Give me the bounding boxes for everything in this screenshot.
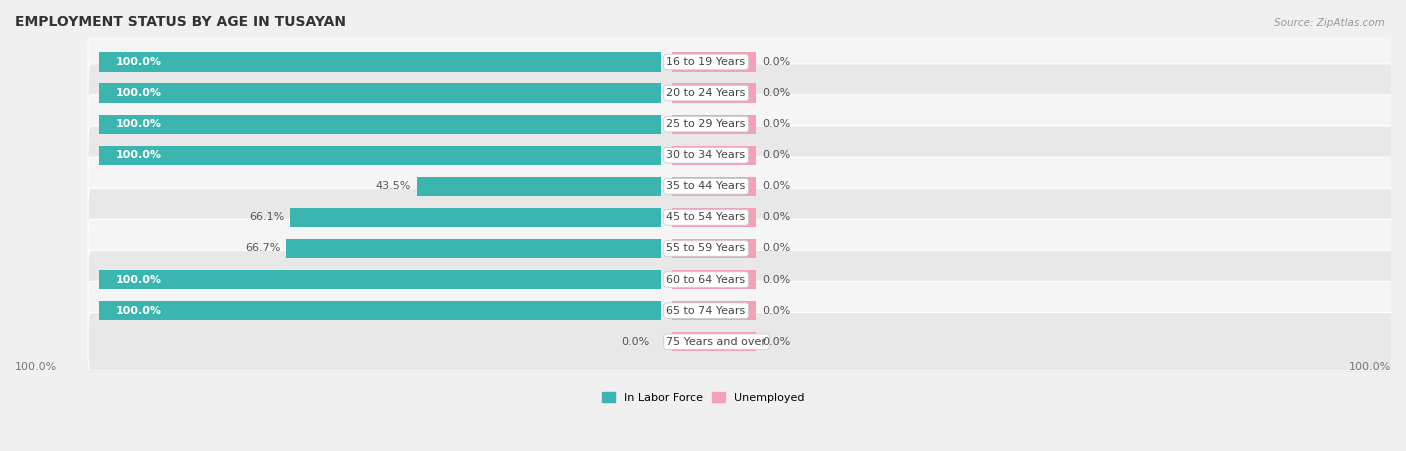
- Legend: In Labor Force, Unemployed: In Labor Force, Unemployed: [598, 388, 808, 408]
- Text: 45 to 54 Years: 45 to 54 Years: [666, 212, 745, 222]
- FancyBboxPatch shape: [89, 312, 1396, 372]
- Text: 0.0%: 0.0%: [762, 212, 790, 222]
- FancyBboxPatch shape: [89, 63, 1396, 123]
- Text: 0.0%: 0.0%: [762, 88, 790, 98]
- Bar: [100, 146, 661, 165]
- Bar: [287, 239, 661, 258]
- FancyBboxPatch shape: [89, 281, 1396, 340]
- Bar: [672, 270, 756, 289]
- Bar: [672, 146, 756, 165]
- Text: 75 Years and over: 75 Years and over: [666, 337, 766, 347]
- Bar: [672, 177, 756, 196]
- Bar: [416, 177, 661, 196]
- Text: Source: ZipAtlas.com: Source: ZipAtlas.com: [1274, 18, 1385, 28]
- Bar: [672, 332, 756, 351]
- Text: 65 to 74 Years: 65 to 74 Years: [666, 306, 745, 316]
- FancyBboxPatch shape: [89, 218, 1396, 279]
- Bar: [100, 270, 661, 289]
- FancyBboxPatch shape: [89, 188, 1396, 247]
- Text: 100.0%: 100.0%: [117, 275, 162, 285]
- Text: 100.0%: 100.0%: [117, 57, 162, 67]
- Bar: [672, 52, 756, 72]
- FancyBboxPatch shape: [89, 250, 1396, 309]
- Text: 35 to 44 Years: 35 to 44 Years: [666, 181, 745, 191]
- Text: 25 to 29 Years: 25 to 29 Years: [666, 119, 745, 129]
- Text: 0.0%: 0.0%: [762, 337, 790, 347]
- Text: 30 to 34 Years: 30 to 34 Years: [666, 150, 745, 160]
- FancyBboxPatch shape: [89, 125, 1396, 185]
- Text: 66.7%: 66.7%: [245, 244, 281, 253]
- Text: 0.0%: 0.0%: [762, 119, 790, 129]
- Text: 55 to 59 Years: 55 to 59 Years: [666, 244, 745, 253]
- Bar: [100, 301, 661, 320]
- Bar: [100, 52, 661, 72]
- FancyBboxPatch shape: [89, 219, 1396, 278]
- Text: 100.0%: 100.0%: [117, 150, 162, 160]
- Text: 100.0%: 100.0%: [117, 306, 162, 316]
- Text: 43.5%: 43.5%: [375, 181, 411, 191]
- Text: 66.1%: 66.1%: [249, 212, 284, 222]
- Text: 0.0%: 0.0%: [621, 337, 650, 347]
- FancyBboxPatch shape: [89, 32, 1396, 92]
- Text: 100.0%: 100.0%: [117, 88, 162, 98]
- Text: 0.0%: 0.0%: [762, 57, 790, 67]
- Bar: [290, 208, 661, 227]
- Bar: [100, 83, 661, 103]
- FancyBboxPatch shape: [89, 281, 1396, 341]
- FancyBboxPatch shape: [89, 187, 1396, 248]
- Text: 16 to 19 Years: 16 to 19 Years: [666, 57, 745, 67]
- Text: 0.0%: 0.0%: [762, 150, 790, 160]
- Text: 100.0%: 100.0%: [117, 119, 162, 129]
- Text: EMPLOYMENT STATUS BY AGE IN TUSAYAN: EMPLOYMENT STATUS BY AGE IN TUSAYAN: [15, 15, 346, 29]
- FancyBboxPatch shape: [89, 249, 1396, 310]
- FancyBboxPatch shape: [89, 94, 1396, 154]
- FancyBboxPatch shape: [89, 126, 1396, 184]
- FancyBboxPatch shape: [89, 313, 1396, 371]
- FancyBboxPatch shape: [89, 156, 1396, 216]
- Bar: [672, 115, 756, 134]
- Text: 100.0%: 100.0%: [15, 362, 58, 372]
- FancyBboxPatch shape: [89, 157, 1396, 216]
- Text: 100.0%: 100.0%: [1348, 362, 1391, 372]
- Text: 60 to 64 Years: 60 to 64 Years: [666, 275, 745, 285]
- FancyBboxPatch shape: [89, 95, 1396, 153]
- Bar: [672, 239, 756, 258]
- FancyBboxPatch shape: [89, 64, 1396, 122]
- Text: 0.0%: 0.0%: [762, 306, 790, 316]
- Bar: [672, 208, 756, 227]
- Bar: [672, 83, 756, 103]
- Bar: [672, 301, 756, 320]
- Text: 0.0%: 0.0%: [762, 275, 790, 285]
- Text: 20 to 24 Years: 20 to 24 Years: [666, 88, 745, 98]
- Text: 0.0%: 0.0%: [762, 181, 790, 191]
- Text: 0.0%: 0.0%: [762, 244, 790, 253]
- FancyBboxPatch shape: [89, 33, 1396, 91]
- Bar: [100, 115, 661, 134]
